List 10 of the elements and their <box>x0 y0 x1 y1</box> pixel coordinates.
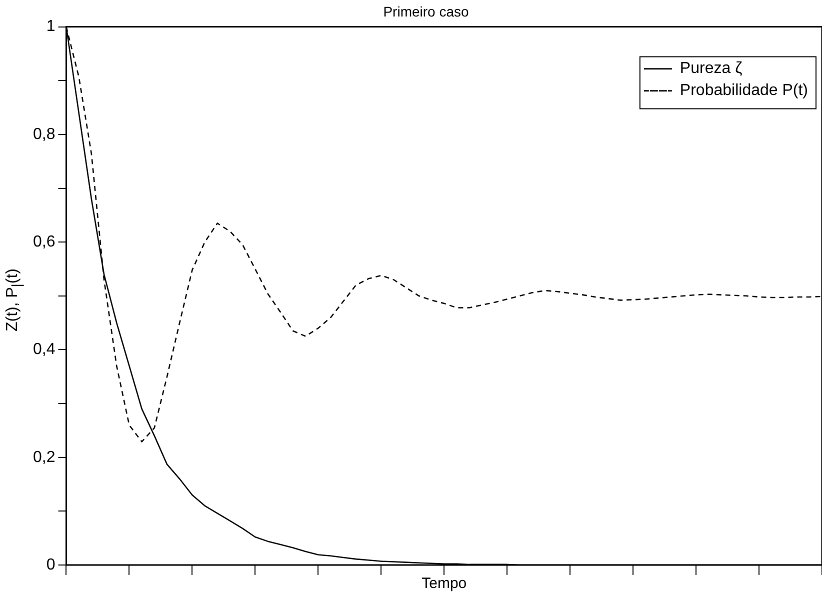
y-tick-label: 0,2 <box>32 448 56 466</box>
y-tick-label: 1 <box>46 18 56 36</box>
y-tick-label: 0,8 <box>32 126 56 143</box>
y-tick-label: 0 <box>46 556 56 574</box>
legend-label: Probabilidade P(t) <box>680 82 808 100</box>
chart-title: Primeiro caso <box>383 3 469 20</box>
y-tick-label: 0,4 <box>32 341 56 358</box>
y-tick-label: 0,6 <box>32 233 56 250</box>
x-axis-title: Tempo <box>422 575 467 592</box>
legend-label: Pureza ζ <box>680 60 742 78</box>
